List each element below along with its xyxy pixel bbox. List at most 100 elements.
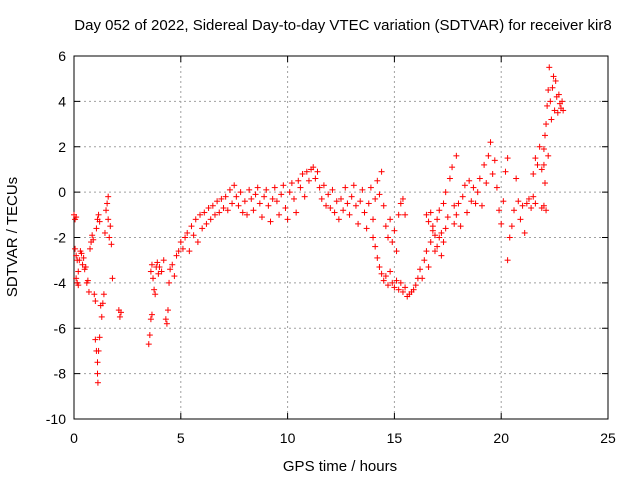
data-point bbox=[393, 248, 400, 255]
data-point bbox=[453, 211, 460, 218]
data-point bbox=[278, 191, 285, 198]
data-point bbox=[370, 216, 377, 223]
data-point bbox=[329, 186, 336, 193]
data-point bbox=[395, 286, 402, 293]
data-point bbox=[335, 216, 342, 223]
data-point bbox=[442, 189, 449, 196]
data-point bbox=[252, 191, 259, 198]
data-point bbox=[431, 232, 438, 239]
data-point bbox=[184, 229, 191, 236]
data-point bbox=[117, 309, 124, 316]
data-point bbox=[331, 209, 338, 216]
data-point bbox=[523, 200, 530, 207]
x-tick-label: 10 bbox=[280, 430, 296, 446]
data-point bbox=[147, 268, 154, 275]
data-point bbox=[348, 193, 355, 200]
data-point bbox=[312, 175, 319, 182]
data-point bbox=[101, 229, 108, 236]
data-point bbox=[186, 248, 193, 255]
data-point bbox=[246, 186, 253, 193]
data-point bbox=[314, 168, 321, 175]
data-point bbox=[434, 243, 441, 250]
data-point bbox=[305, 177, 312, 184]
data-point bbox=[476, 175, 483, 182]
data-point bbox=[73, 214, 80, 221]
data-point bbox=[91, 291, 98, 298]
data-point bbox=[182, 234, 189, 241]
data-point bbox=[374, 254, 381, 261]
data-point bbox=[496, 207, 503, 214]
data-point bbox=[417, 266, 424, 273]
data-point bbox=[380, 277, 387, 284]
data-point bbox=[538, 205, 545, 212]
data-point bbox=[155, 270, 162, 277]
data-point bbox=[547, 98, 554, 105]
data-point bbox=[263, 186, 270, 193]
data-point bbox=[359, 186, 366, 193]
data-point bbox=[438, 252, 445, 259]
data-point bbox=[350, 182, 357, 189]
data-point bbox=[429, 223, 436, 230]
data-point bbox=[438, 229, 445, 236]
data-point bbox=[541, 180, 548, 187]
data-point bbox=[545, 152, 552, 159]
data-point bbox=[244, 211, 251, 218]
data-point bbox=[508, 223, 515, 230]
data-point bbox=[116, 313, 123, 320]
data-point bbox=[504, 257, 511, 264]
data-point bbox=[250, 207, 257, 214]
data-point bbox=[478, 202, 485, 209]
y-tick-label: -4 bbox=[54, 275, 67, 291]
data-point bbox=[92, 298, 99, 305]
data-point bbox=[511, 207, 518, 214]
y-tick-label: -6 bbox=[54, 320, 67, 336]
data-points bbox=[71, 64, 567, 386]
data-point bbox=[295, 177, 302, 184]
data-point bbox=[468, 198, 475, 205]
data-point bbox=[301, 193, 308, 200]
data-point bbox=[78, 250, 85, 257]
data-point bbox=[93, 225, 100, 232]
data-point bbox=[500, 198, 507, 205]
data-point bbox=[387, 216, 394, 223]
data-point bbox=[338, 195, 344, 202]
x-tick-label: 20 bbox=[493, 430, 509, 446]
data-point bbox=[203, 220, 210, 227]
data-point bbox=[73, 252, 80, 259]
x-axis-ticks: 0 5 10 15 20 25 bbox=[70, 56, 616, 446]
data-point bbox=[152, 291, 159, 298]
data-point bbox=[224, 207, 231, 214]
data-point bbox=[464, 209, 471, 216]
data-point bbox=[483, 180, 490, 187]
y-tick-label: 6 bbox=[58, 48, 66, 64]
data-point bbox=[254, 184, 261, 191]
data-point bbox=[493, 184, 500, 191]
data-point bbox=[192, 216, 199, 223]
data-point bbox=[504, 155, 511, 162]
data-point bbox=[427, 209, 434, 216]
data-point bbox=[194, 239, 201, 246]
data-point bbox=[103, 207, 110, 214]
data-point bbox=[384, 282, 391, 289]
data-point bbox=[188, 223, 195, 230]
data-point bbox=[84, 277, 91, 284]
data-point bbox=[481, 161, 488, 168]
y-tick-label: -10 bbox=[46, 411, 66, 427]
data-point bbox=[108, 241, 115, 248]
data-point bbox=[222, 193, 229, 200]
data-point bbox=[299, 170, 306, 177]
data-point bbox=[282, 205, 289, 212]
data-point bbox=[291, 195, 298, 202]
data-point bbox=[372, 195, 379, 202]
data-point bbox=[147, 316, 154, 323]
data-point bbox=[233, 193, 240, 200]
data-point bbox=[554, 109, 561, 116]
data-point bbox=[391, 227, 398, 234]
data-point bbox=[502, 168, 509, 175]
data-point bbox=[241, 198, 248, 205]
data-point bbox=[104, 200, 111, 207]
data-point bbox=[166, 279, 173, 286]
data-point bbox=[218, 195, 225, 202]
data-point bbox=[267, 218, 274, 225]
data-point bbox=[151, 286, 158, 293]
